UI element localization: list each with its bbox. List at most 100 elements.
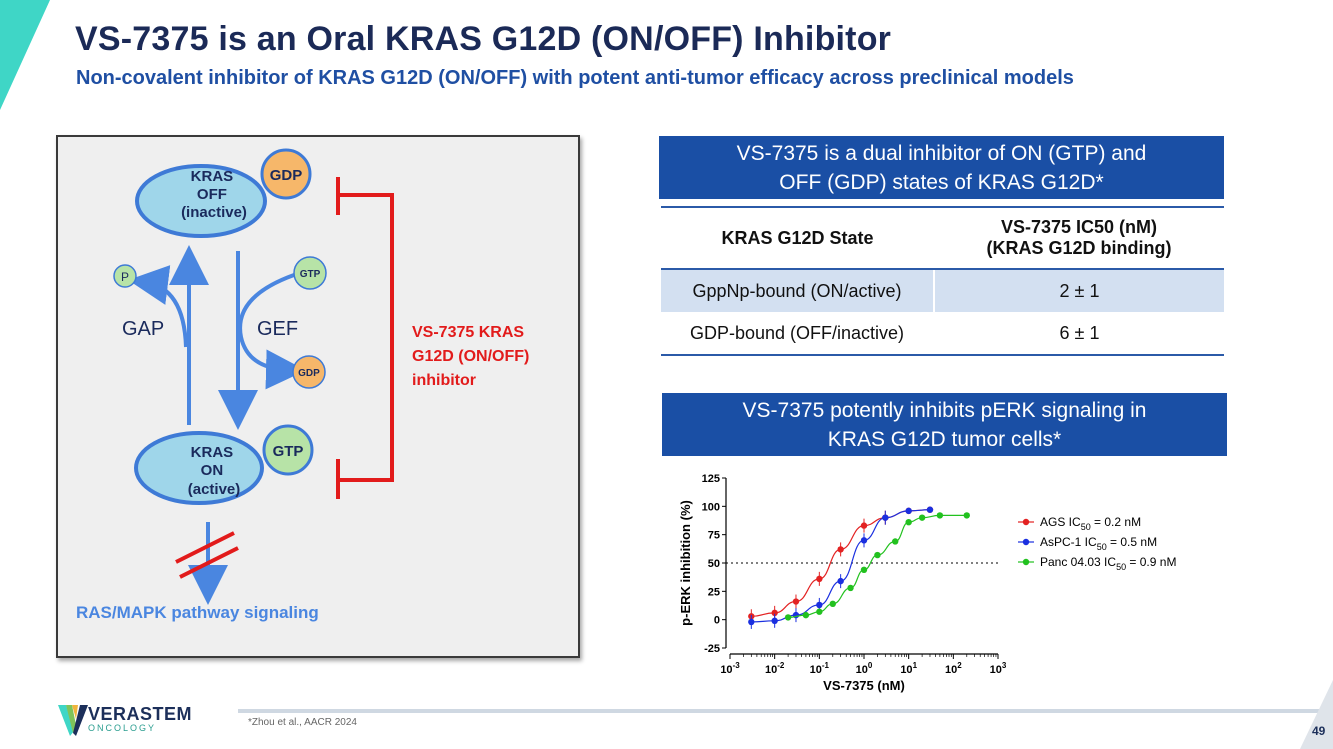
x-axis-label: VS-7375 (nM) xyxy=(823,678,905,693)
data-point xyxy=(802,611,810,619)
data-point xyxy=(860,522,868,529)
state-cell: GppNp-bound (ON/active) xyxy=(661,269,935,312)
ic50-header-line2: OFF (GDP) states of KRAS G12D* xyxy=(779,170,1104,194)
data-point xyxy=(816,601,823,609)
data-point xyxy=(860,537,868,544)
legend-marker xyxy=(1022,538,1030,546)
data-point xyxy=(860,566,868,573)
pathway-label: RAS/MAPK pathway signaling xyxy=(76,603,319,622)
col-ic50-header-line2: (KRAS G12D binding) xyxy=(986,238,1172,258)
kras-off-ellipse xyxy=(135,164,267,238)
col-ic50-header: VS-7375 IC50 (nM) (KRAS G12D binding) xyxy=(934,206,1224,270)
gtp-small-label: GTP xyxy=(300,269,321,280)
svg-text:KRAS ON (active): KRAS ON (active) xyxy=(188,444,241,498)
data-point xyxy=(905,519,912,526)
inhibitor-label-line3: inhibitor xyxy=(412,372,476,389)
footnote: *Zhou et al., AACR 2024 xyxy=(248,717,357,728)
kras-on-line3: (active) xyxy=(188,481,241,498)
kras-off-line2: OFF xyxy=(197,186,227,203)
series-curve-2 xyxy=(788,514,967,618)
block-mark xyxy=(175,531,239,579)
series-curve-0 xyxy=(751,509,930,617)
y-tick-label: 50 xyxy=(708,558,720,570)
y-tick-label: 0 xyxy=(714,615,720,627)
logo-subtitle: ONCOLOGY xyxy=(88,723,157,733)
data-point xyxy=(905,507,912,515)
y-tick-label: 125 xyxy=(702,473,720,485)
data-point xyxy=(847,584,854,592)
value-cell: 6 ± 1 xyxy=(934,312,1224,356)
data-point xyxy=(771,609,778,617)
phosphate-label: P xyxy=(121,270,129,284)
data-point xyxy=(771,617,778,624)
gef-curve xyxy=(238,273,306,390)
x-tick-label: 103 xyxy=(990,661,1007,676)
svg-text:KRAS OFF (inactive: KRAS OFF (inactive) xyxy=(181,168,247,221)
legend-entry-0: AGS IC50 = 0.2 nM xyxy=(1040,515,1141,532)
table-row: GDP-bound (OFF/inactive) 6 ± 1 xyxy=(661,312,1224,356)
x-tick-label: 102 xyxy=(945,661,962,676)
kras-off-line1: KRAS xyxy=(191,168,234,185)
data-point xyxy=(963,512,970,519)
y-tick-label: 100 xyxy=(702,501,720,513)
data-point xyxy=(784,614,792,621)
corner-accent xyxy=(1300,680,1333,749)
col-ic50-header-line1: VS-7375 IC50 (nM) xyxy=(1000,217,1158,237)
data-point xyxy=(892,538,899,545)
gtp-small-circle xyxy=(293,256,327,290)
inhibitor-label-line2: G12D (ON/OFF) xyxy=(412,348,529,365)
page-number: 49 xyxy=(1312,724,1326,738)
perk-header-line1: VS-7375 potently inhibits pERK signaling… xyxy=(742,398,1147,422)
footer-divider xyxy=(238,709,1333,713)
series-curve-1 xyxy=(751,509,930,623)
gap-label: GAP xyxy=(122,318,164,340)
x-tick-label: 10-3 xyxy=(720,661,740,676)
gtp-badge xyxy=(262,424,314,476)
slide-title: VS-7375 is an Oral KRAS G12D (ON/OFF) In… xyxy=(75,20,892,58)
gdp-badge xyxy=(260,148,312,200)
kras-off-line3: (inactive) xyxy=(181,204,247,221)
gap-curve xyxy=(128,265,188,348)
data-point xyxy=(837,546,844,553)
perk-dose-response-chart: -25 0 25 50 75 100 125 10-3 10-2 10-1 100 101 102 103… xyxy=(678,473,1176,693)
svg-text:VS-7375 KRAS G12D (ON/OF: VS-7375 KRAS G12D (ON/OFF) inhibitor xyxy=(412,324,534,389)
value-cell: 2 ± 1 xyxy=(934,269,1224,312)
inhibitor-label-line1: VS-7375 KRAS xyxy=(412,324,524,341)
x-tick-label: 101 xyxy=(900,661,917,676)
x-tick-label: 10-1 xyxy=(810,661,830,676)
data-point xyxy=(816,575,823,583)
data-point xyxy=(926,506,934,513)
gdp-badge-label: GDP xyxy=(270,167,303,184)
y-tick-label: 75 xyxy=(708,530,720,542)
legend-marker xyxy=(1022,518,1030,526)
logo-wordmark: VERASTEM xyxy=(88,704,193,724)
y-tick-label: -25 xyxy=(704,643,720,655)
data-point xyxy=(816,608,823,615)
perk-header-line2: KRAS G12D tumor cells* xyxy=(827,427,1062,451)
accent-triangle xyxy=(0,0,50,110)
data-point xyxy=(936,512,944,519)
col-state-header: KRAS G12D State xyxy=(661,206,934,270)
data-point xyxy=(882,514,889,521)
kras-on-line2: ON xyxy=(201,462,224,479)
perk-header: VS-7375 potently inhibits pERK signaling… xyxy=(662,393,1227,456)
gdp-small-circle xyxy=(292,355,326,389)
data-point xyxy=(792,598,800,605)
gtp-badge-label: GTP xyxy=(273,443,304,460)
legend-marker xyxy=(1022,558,1030,566)
y-axis-label: p-ERK inhibition (%) xyxy=(678,500,693,626)
data-point xyxy=(829,600,836,607)
kras-on-line1: KRAS xyxy=(191,444,234,461)
data-point xyxy=(874,551,881,559)
legend-entry-1: AsPC-1 IC50 = 0.5 nM xyxy=(1040,535,1157,552)
data-point xyxy=(918,514,926,521)
state-cell: GDP-bound (OFF/inactive) xyxy=(661,312,935,356)
x-tick-label: 10-2 xyxy=(765,661,785,676)
phosphate-circle xyxy=(113,264,137,288)
ic50-header: VS-7375 is a dual inhibitor of ON (GTP) … xyxy=(659,136,1224,199)
x-tick-label: 100 xyxy=(856,661,873,676)
kras-on-ellipse xyxy=(134,431,264,505)
ic50-header-line1: VS-7375 is a dual inhibitor of ON (GTP) … xyxy=(736,141,1147,165)
ic50-table: KRAS G12D State VS-7375 IC50 (nM) (KRAS … xyxy=(661,206,1224,356)
legend-entry-2: Panc 04.03 IC50 = 0.9 nM xyxy=(1040,555,1176,572)
